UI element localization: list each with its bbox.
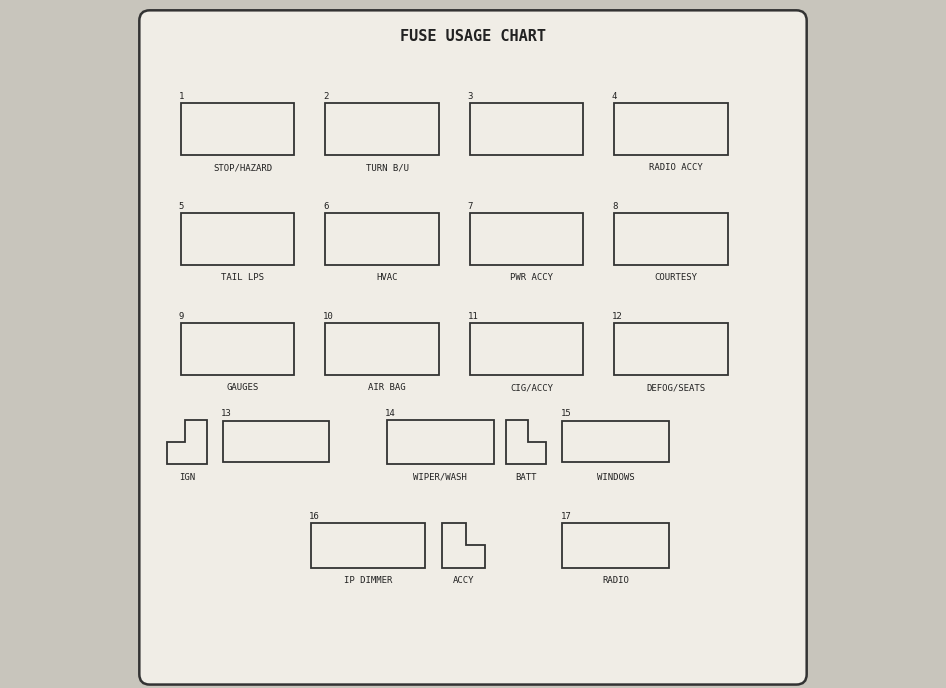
Bar (563, 421, 669, 462)
Text: ACCY: ACCY (452, 576, 474, 585)
Text: TURN B/U: TURN B/U (365, 163, 409, 172)
Bar (387, 420, 494, 464)
Text: 16: 16 (309, 512, 320, 521)
Text: DEFOG/SEATS: DEFOG/SEATS (646, 383, 706, 392)
Text: HVAC: HVAC (377, 273, 397, 282)
Text: 5: 5 (179, 202, 184, 211)
Text: 14: 14 (385, 409, 395, 418)
Polygon shape (166, 420, 207, 464)
Text: STOP/HAZARD: STOP/HAZARD (213, 163, 272, 172)
Bar (614, 323, 727, 375)
Bar (469, 323, 583, 375)
Text: WIPER/WASH: WIPER/WASH (413, 473, 467, 482)
Text: RADIO: RADIO (603, 576, 629, 585)
Bar (181, 103, 294, 155)
Text: AIR BAG: AIR BAG (368, 383, 406, 392)
Text: CIG/ACCY: CIG/ACCY (510, 383, 553, 392)
Text: 9: 9 (179, 312, 184, 321)
Text: COURTESY: COURTESY (655, 273, 697, 282)
Text: 12: 12 (612, 312, 622, 321)
Text: 4: 4 (612, 92, 618, 101)
Polygon shape (442, 523, 484, 568)
Text: 6: 6 (323, 202, 328, 211)
Text: 7: 7 (467, 202, 473, 211)
Text: 2: 2 (323, 92, 328, 101)
Text: 8: 8 (612, 202, 618, 211)
Text: 10: 10 (323, 312, 334, 321)
Text: 1: 1 (179, 92, 184, 101)
Text: 3: 3 (467, 92, 473, 101)
FancyBboxPatch shape (139, 10, 807, 685)
Bar (469, 213, 583, 265)
Bar (614, 213, 727, 265)
Bar (311, 523, 425, 568)
Bar (181, 213, 294, 265)
Bar (325, 103, 439, 155)
Text: IGN: IGN (179, 473, 195, 482)
Text: 17: 17 (560, 512, 571, 521)
Text: GAUGES: GAUGES (226, 383, 258, 392)
Text: RADIO ACCY: RADIO ACCY (649, 163, 703, 172)
Text: FUSE USAGE CHART: FUSE USAGE CHART (400, 29, 546, 44)
Text: 15: 15 (560, 409, 571, 418)
Text: IP DIMMER: IP DIMMER (344, 576, 393, 585)
Bar (222, 421, 329, 462)
Text: WINDOWS: WINDOWS (597, 473, 635, 482)
Text: TAIL LPS: TAIL LPS (221, 273, 264, 282)
Text: 11: 11 (467, 312, 479, 321)
Bar (563, 523, 669, 568)
Bar (325, 323, 439, 375)
Bar (469, 103, 583, 155)
Bar (614, 103, 727, 155)
Text: BATT: BATT (516, 473, 536, 482)
Polygon shape (506, 420, 546, 464)
Bar (181, 323, 294, 375)
Text: 13: 13 (220, 409, 231, 418)
Text: PWR ACCY: PWR ACCY (510, 273, 553, 282)
Bar (325, 213, 439, 265)
